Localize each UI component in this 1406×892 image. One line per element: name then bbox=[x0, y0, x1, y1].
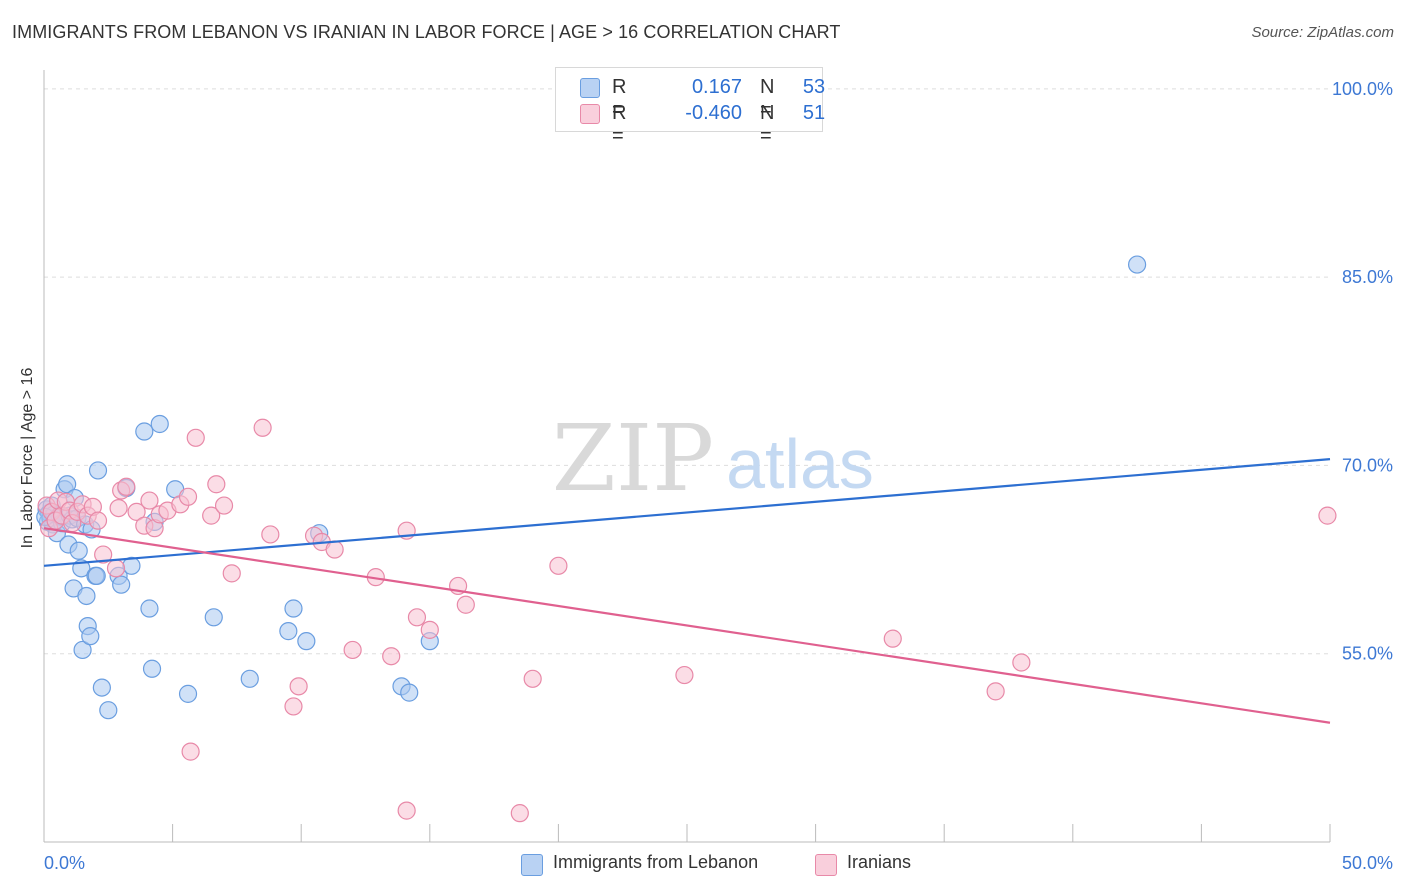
iranians-point bbox=[253, 418, 272, 437]
iranians-point bbox=[214, 496, 234, 515]
legend-swatch-blue bbox=[521, 854, 543, 876]
iranians-point bbox=[343, 640, 362, 660]
iranians-point bbox=[456, 595, 475, 614]
lebanon-point bbox=[135, 422, 154, 441]
lebanon-point bbox=[204, 608, 223, 627]
iranians-point bbox=[407, 608, 427, 627]
lebanon-point bbox=[77, 586, 96, 606]
legend-label: Iranians bbox=[847, 852, 912, 872]
iranians-point bbox=[284, 697, 303, 716]
watermark-zip: ZIP bbox=[552, 405, 714, 512]
r-label: R = bbox=[612, 76, 627, 121]
r-value: 0.167 bbox=[691, 76, 742, 98]
lebanon-point bbox=[140, 599, 159, 618]
y-tick-label: 55.0% bbox=[1342, 644, 1393, 664]
x-tick-label: 50.0% bbox=[1342, 853, 1393, 873]
lebanon-point bbox=[81, 627, 100, 646]
iranians-point bbox=[1318, 506, 1337, 525]
iranians-point bbox=[186, 428, 205, 447]
iranians-point bbox=[510, 804, 529, 823]
iranians-point bbox=[178, 487, 198, 506]
iranians-point bbox=[88, 511, 108, 530]
lebanon-point bbox=[69, 541, 88, 560]
lebanon-point bbox=[142, 659, 162, 678]
lebanon-point bbox=[178, 684, 198, 703]
r-label: R = bbox=[612, 102, 627, 147]
legend-label: Immigrants from Lebanon bbox=[553, 852, 759, 872]
iranians-point bbox=[986, 682, 1005, 701]
lebanon-trend-line bbox=[43, 458, 1331, 567]
iranians-point bbox=[109, 498, 128, 518]
lebanon-point bbox=[1127, 255, 1147, 274]
lebanon-point bbox=[58, 475, 77, 494]
iranians-point bbox=[289, 677, 308, 696]
n-label: N = bbox=[760, 102, 775, 147]
n-value: 53 bbox=[802, 76, 826, 98]
correlation-legend: R = 0.167 N = 53 R = -0.460 N = 51 bbox=[555, 67, 825, 147]
iranians-point bbox=[325, 540, 344, 559]
iranians-point bbox=[94, 545, 113, 564]
lebanon-point bbox=[240, 669, 259, 688]
iranians-point bbox=[382, 647, 401, 666]
chart-title: IMMIGRANTS FROM LEBANON VS IRANIAN IN LA… bbox=[12, 22, 841, 42]
n-label: N = bbox=[760, 76, 775, 121]
iranians-point bbox=[397, 801, 416, 820]
iranians-point bbox=[261, 525, 280, 544]
legend-swatch-blue bbox=[580, 78, 600, 98]
lebanon-point bbox=[150, 414, 169, 434]
lebanon-point bbox=[284, 599, 303, 618]
iranians-point bbox=[523, 669, 542, 688]
iranians-point bbox=[1012, 653, 1031, 672]
source-label: Source: ZipAtlas.com bbox=[1251, 24, 1394, 41]
iranians-trend-line bbox=[43, 527, 1331, 724]
lebanon-point bbox=[92, 678, 111, 697]
iranians-point bbox=[207, 475, 226, 494]
iranians-point bbox=[549, 556, 568, 575]
iranians-point bbox=[127, 502, 146, 521]
n-value: 51 bbox=[802, 102, 826, 124]
series-legend: Immigrants from Lebanon Iranians bbox=[0, 851, 1406, 877]
lebanon-point bbox=[112, 575, 131, 594]
iranians-point bbox=[883, 629, 902, 648]
lebanon-point bbox=[88, 461, 108, 480]
lebanon-point bbox=[99, 701, 118, 720]
lebanon-point bbox=[279, 622, 298, 641]
lebanon-point bbox=[297, 632, 316, 651]
r-value: -0.460 bbox=[685, 102, 742, 124]
lebanon-point bbox=[400, 683, 419, 702]
y-tick-label: 70.0% bbox=[1342, 455, 1393, 475]
iranians-point bbox=[117, 477, 136, 496]
iranians-point bbox=[222, 564, 241, 583]
iranians-point bbox=[675, 665, 694, 685]
legend-swatch-pink bbox=[815, 854, 837, 876]
iranians-point bbox=[181, 742, 200, 761]
iranians-point bbox=[140, 491, 159, 510]
lebanon-point bbox=[73, 640, 92, 660]
iranians-point bbox=[420, 620, 439, 639]
lebanon-point bbox=[87, 566, 106, 585]
iranians-point bbox=[202, 506, 221, 525]
y-tick-label: 100.0% bbox=[1332, 79, 1393, 99]
x-tick-label: 0.0% bbox=[44, 853, 85, 873]
y-tick-label: 85.0% bbox=[1342, 267, 1393, 287]
iranians-point bbox=[106, 559, 126, 578]
legend-swatch-pink bbox=[580, 104, 600, 124]
watermark-atlas: atlas bbox=[726, 425, 874, 503]
